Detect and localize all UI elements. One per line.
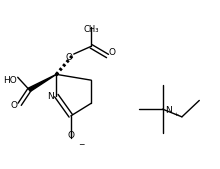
Text: −: − [79, 140, 85, 149]
Text: N: N [165, 106, 172, 115]
Text: O: O [66, 53, 73, 62]
Text: +: + [173, 112, 178, 117]
Text: CH₃: CH₃ [83, 25, 99, 34]
Text: O: O [108, 48, 116, 57]
Polygon shape [28, 74, 56, 91]
Text: N: N [47, 92, 53, 101]
Text: O: O [11, 101, 18, 110]
Text: HO: HO [3, 76, 17, 85]
Text: O: O [67, 131, 74, 140]
